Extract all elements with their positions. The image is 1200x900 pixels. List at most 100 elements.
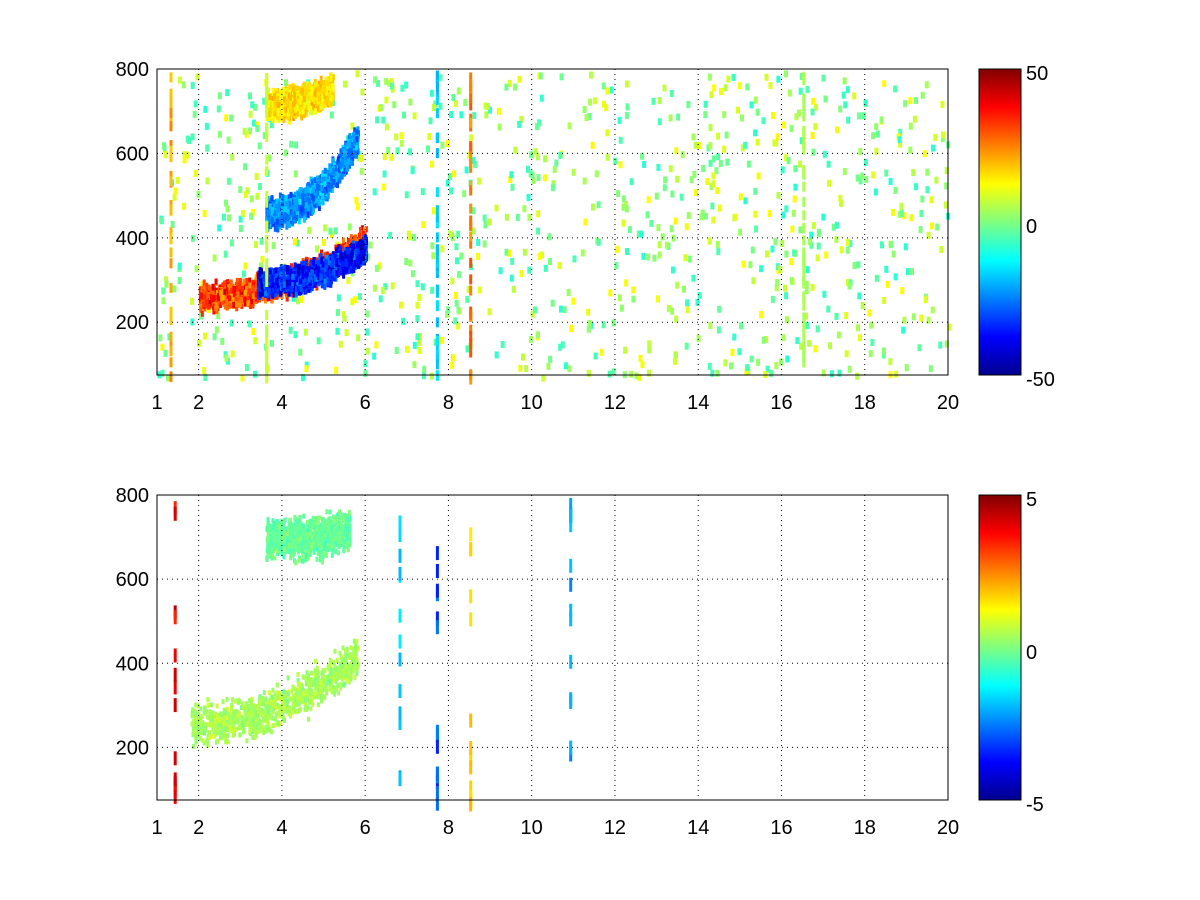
heatmap-cell <box>335 327 340 335</box>
heatmap-cell <box>193 100 198 108</box>
heatmap-cell <box>212 254 217 262</box>
heatmap-cell <box>543 264 548 272</box>
heatmap-cell <box>860 172 865 180</box>
heatmap-cell <box>290 263 294 270</box>
heatmap-cell <box>784 154 789 162</box>
heatmap-cell <box>694 189 698 197</box>
heatmap-cell <box>943 201 948 209</box>
heatmap-cell <box>548 355 553 363</box>
heatmap-cell <box>696 335 701 343</box>
heatmap-cell <box>301 265 305 272</box>
heatmap-cell <box>456 322 461 330</box>
heatmap-cell <box>902 212 907 220</box>
heatmap-cell <box>591 203 595 211</box>
heatmap-cell <box>247 288 251 295</box>
heatmap-cell <box>874 123 879 131</box>
heatmap-cell <box>269 269 272 276</box>
heatmap-cell <box>680 151 685 159</box>
heatmap-cell <box>452 170 457 178</box>
heatmap-cell <box>266 276 270 283</box>
heatmap-cell <box>533 306 537 314</box>
heatmap-cell <box>243 262 248 270</box>
heatmap-cell <box>339 245 343 252</box>
heatmap-cell <box>240 288 244 295</box>
heatmap-cell <box>484 111 489 119</box>
heatmap-cell <box>494 204 499 212</box>
heatmap-cell <box>429 89 434 97</box>
heatmap-cell <box>257 281 261 288</box>
heatmap-cell <box>321 261 325 268</box>
heatmap-cell <box>770 245 775 253</box>
heatmap-cell <box>940 100 945 108</box>
heatmap-cell <box>190 82 195 89</box>
heatmap-cell <box>793 165 798 173</box>
heatmap-cell <box>529 151 534 159</box>
heatmap-cell <box>519 270 524 277</box>
heatmap-cell <box>350 122 355 130</box>
heatmap-cell <box>167 333 172 341</box>
heatmap-cell <box>920 195 925 203</box>
heatmap-cell <box>415 333 420 341</box>
heatmap-cell <box>202 279 206 286</box>
heatmap-cell <box>810 108 815 116</box>
heatmap-cell <box>420 188 425 196</box>
heatmap-cell <box>508 176 513 184</box>
heatmap-cell <box>241 282 244 289</box>
heatmap-cell <box>668 165 673 173</box>
heatmap-cell <box>346 276 351 284</box>
heatmap-cell <box>639 230 644 238</box>
heatmap-cell <box>293 262 297 269</box>
heatmap-cell <box>471 156 476 164</box>
heatmap-cell <box>810 283 815 291</box>
heatmap-cell <box>621 219 626 227</box>
heatmap-cell <box>361 240 365 247</box>
heatmap-cell <box>323 278 327 285</box>
heatmap-cell <box>674 147 679 155</box>
heatmap-cell <box>793 183 798 191</box>
heatmap-cell <box>271 281 275 288</box>
heatmap-cell <box>601 100 606 108</box>
heatmap-cell <box>335 309 340 316</box>
heatmap-cell <box>305 281 309 287</box>
heatmap-cell <box>863 99 868 107</box>
heatmap-cell <box>930 306 935 314</box>
heatmap-cell <box>251 302 255 309</box>
heatmap-cell <box>251 293 255 299</box>
heatmap-cell <box>881 347 886 355</box>
heatmap-cell <box>408 98 413 106</box>
heatmap-cell <box>288 279 292 286</box>
heatmap-cell <box>263 276 267 283</box>
heatmap-cell <box>810 132 815 139</box>
heatmap-cell <box>182 202 187 210</box>
heatmap-cell <box>548 258 552 265</box>
heatmap-cell <box>160 343 165 351</box>
heatmap-cell <box>604 104 609 112</box>
heatmap-cell <box>733 213 738 221</box>
heatmap-cell <box>912 115 917 123</box>
heatmap-cell <box>220 299 224 306</box>
heatmap-cell <box>925 186 930 194</box>
heatmap-cell <box>707 237 712 245</box>
heatmap-cell <box>798 160 803 168</box>
heatmap-cell <box>362 249 366 256</box>
heatmap-cell <box>657 118 662 126</box>
heatmap-cell <box>830 370 834 378</box>
heatmap-cell <box>719 88 723 95</box>
heatmap-cell <box>804 280 809 288</box>
heatmap-cell <box>232 301 236 308</box>
heatmap-cell <box>510 183 515 191</box>
heatmap-cell <box>513 83 518 91</box>
heatmap-cell <box>614 262 619 270</box>
heatmap-cell <box>703 212 708 220</box>
heatmap-cell <box>269 339 274 347</box>
heatmap-cell <box>708 124 713 132</box>
heatmap-cell <box>377 262 382 270</box>
heatmap-cell <box>616 190 621 198</box>
heatmap-cell <box>897 136 902 144</box>
heatmap-cell <box>239 300 242 306</box>
heatmap-cell <box>640 152 645 160</box>
heatmap-cell <box>519 115 524 123</box>
heatmap-cell <box>611 368 616 376</box>
heatmap-cell <box>711 180 716 188</box>
